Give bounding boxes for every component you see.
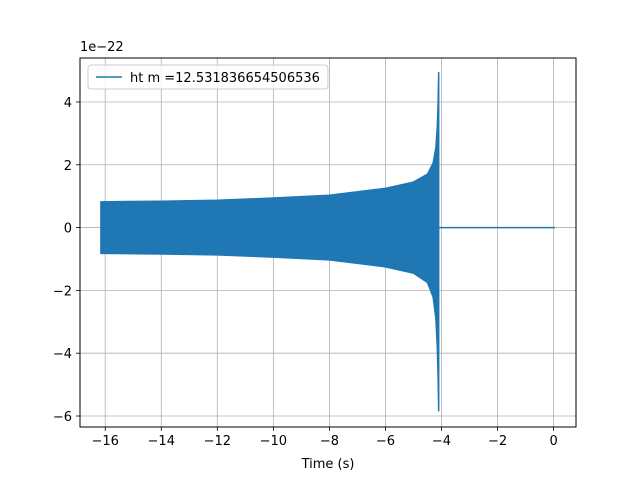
x-tick-label: −2 bbox=[488, 434, 507, 449]
legend-entry-label: ht m =12.531836654506536 bbox=[130, 71, 320, 86]
y-tick-label: −2 bbox=[53, 284, 72, 299]
y-tick-label: 2 bbox=[64, 159, 72, 174]
x-tick-label: −12 bbox=[204, 434, 231, 449]
x-tick-label: −8 bbox=[320, 434, 339, 449]
legend: ht m =12.531836654506536 bbox=[87, 64, 329, 90]
y-tick-label: 0 bbox=[64, 222, 72, 237]
y-tick-label: 4 bbox=[64, 96, 72, 111]
x-axis-label: Time (s) bbox=[301, 457, 355, 472]
x-tick-label: −4 bbox=[432, 434, 451, 449]
grid bbox=[80, 58, 576, 427]
y-axis-offset-text: 1e−22 bbox=[80, 40, 124, 55]
x-axis: −16 −14 −12 −10 −8 −6 −4 −2 0 bbox=[92, 427, 558, 449]
y-axis: 4 2 0 −2 −4 −6 bbox=[53, 96, 80, 425]
x-tick-label: −16 bbox=[92, 434, 119, 449]
x-tick-label: −6 bbox=[376, 434, 395, 449]
x-tick-label: −10 bbox=[260, 434, 287, 449]
axes-frame bbox=[79, 57, 577, 428]
series-envelope bbox=[100, 72, 440, 412]
plot-area bbox=[100, 72, 555, 412]
legend-box bbox=[87, 64, 329, 90]
x-tick-label: 0 bbox=[549, 434, 557, 449]
y-tick-label: −4 bbox=[53, 347, 72, 362]
y-tick-label: −6 bbox=[53, 410, 72, 425]
x-tick-label: −14 bbox=[148, 434, 175, 449]
